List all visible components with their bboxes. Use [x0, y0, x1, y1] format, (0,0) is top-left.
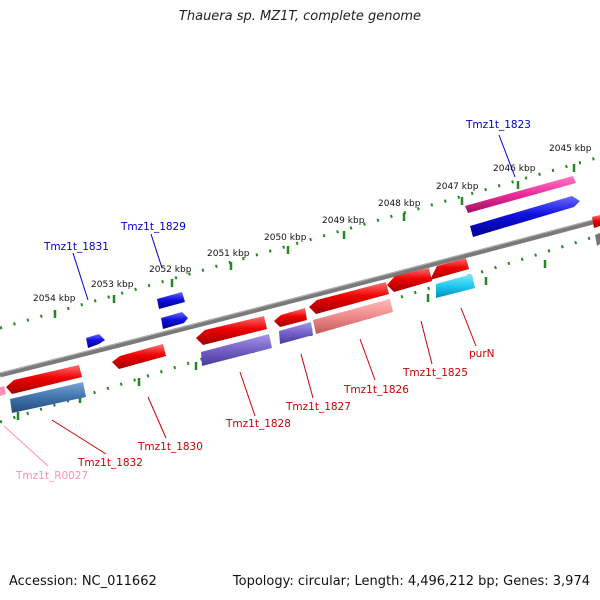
- kbp-label-2051: 2051 kbp: [207, 249, 250, 259]
- kbp-label-2045: 2045 kbp: [549, 144, 592, 154]
- gene-tmz1t-1825-feature: [387, 268, 432, 292]
- label-tmz1t-1827: Tmz1t_1827: [285, 401, 351, 413]
- kbp-label-2054: 2054 kbp: [33, 294, 76, 304]
- gene-tmz1t-1828-feature: [196, 316, 267, 345]
- genome-backbone: [0, 217, 600, 378]
- label-tmz1t-r0027: Tmz1t_R0027: [15, 470, 88, 482]
- label-leader-lines: [3, 134, 516, 467]
- gene-tmz1t-1826-feature: [309, 282, 389, 314]
- reverse-strand-features: [0, 258, 475, 413]
- kbp-label-2046: 2046 kbp: [493, 164, 536, 174]
- kbp-label-2053: 2053 kbp: [91, 280, 134, 290]
- label-tmz1t-1831: Tmz1t_1831: [43, 241, 109, 253]
- kbp-label-2052: 2052 kbp: [149, 265, 192, 275]
- gene-tmz1t-1830-feature: [112, 344, 166, 369]
- outer-major-ticks: [53, 164, 576, 318]
- cds-tmz1t-1827-feature: [279, 322, 313, 344]
- cds-tmz1t-1826-feature: [313, 299, 393, 334]
- gene-tmz1t-1823-feature: [465, 176, 576, 213]
- cds-purn-feature: [436, 274, 475, 298]
- outer-scale-dots: [0, 155, 600, 330]
- label-tmz1t-1828: Tmz1t_1828: [225, 418, 291, 430]
- cds-tmz1t-1823-feature: [470, 196, 580, 237]
- label-tmz1t-1829: Tmz1t_1829: [120, 221, 186, 233]
- kbp-labels: 2045 kbp 2046 kbp 2047 kbp 2048 kbp 2049…: [33, 144, 592, 304]
- cds-tmz1t-1832-feature: [10, 382, 86, 413]
- label-purn: purN: [469, 348, 495, 360]
- label-tmz1t-1825: Tmz1t_1825: [402, 367, 468, 379]
- kbp-label-2049: 2049 kbp: [322, 216, 365, 226]
- kbp-label-2048: 2048 kbp: [378, 199, 421, 209]
- map-title: Thauera sp. MZ1T, complete genome: [178, 9, 422, 24]
- genome-summary-text: Topology: circular; Length: 4,496,212 bp…: [232, 574, 590, 589]
- gene-tmz1t-1827-feature: [274, 308, 307, 327]
- gene-purn-feature: [430, 258, 469, 280]
- label-tmz1t-1826: Tmz1t_1826: [343, 384, 409, 396]
- cds-tmz1t-1829-lower-feature: [161, 312, 188, 329]
- cds-tmz1t-1831-feature: [86, 334, 105, 348]
- accession-text: Accession: NC_011662: [9, 574, 157, 589]
- kbp-label-2050: 2050 kbp: [264, 233, 307, 243]
- label-tmz1t-1832: Tmz1t_1832: [77, 457, 143, 469]
- cds-tmz1t-1829-upper-feature: [157, 292, 185, 309]
- gene-labels: Tmz1t_1823 Tmz1t_1829 Tmz1t_1831 purN Tm…: [15, 119, 531, 482]
- label-tmz1t-1823: Tmz1t_1823: [465, 119, 531, 131]
- label-tmz1t-1830: Tmz1t_1830: [137, 441, 203, 453]
- partial-edge-feature: [592, 215, 600, 228]
- cds-tmz1t-1828-feature: [201, 334, 272, 366]
- kbp-label-2047: 2047 kbp: [436, 182, 479, 192]
- rna-tmz1t-r0027-feature: [0, 386, 6, 396]
- gene-tmz1t-1832-feature: [6, 365, 82, 394]
- forward-strand-features: [86, 176, 600, 348]
